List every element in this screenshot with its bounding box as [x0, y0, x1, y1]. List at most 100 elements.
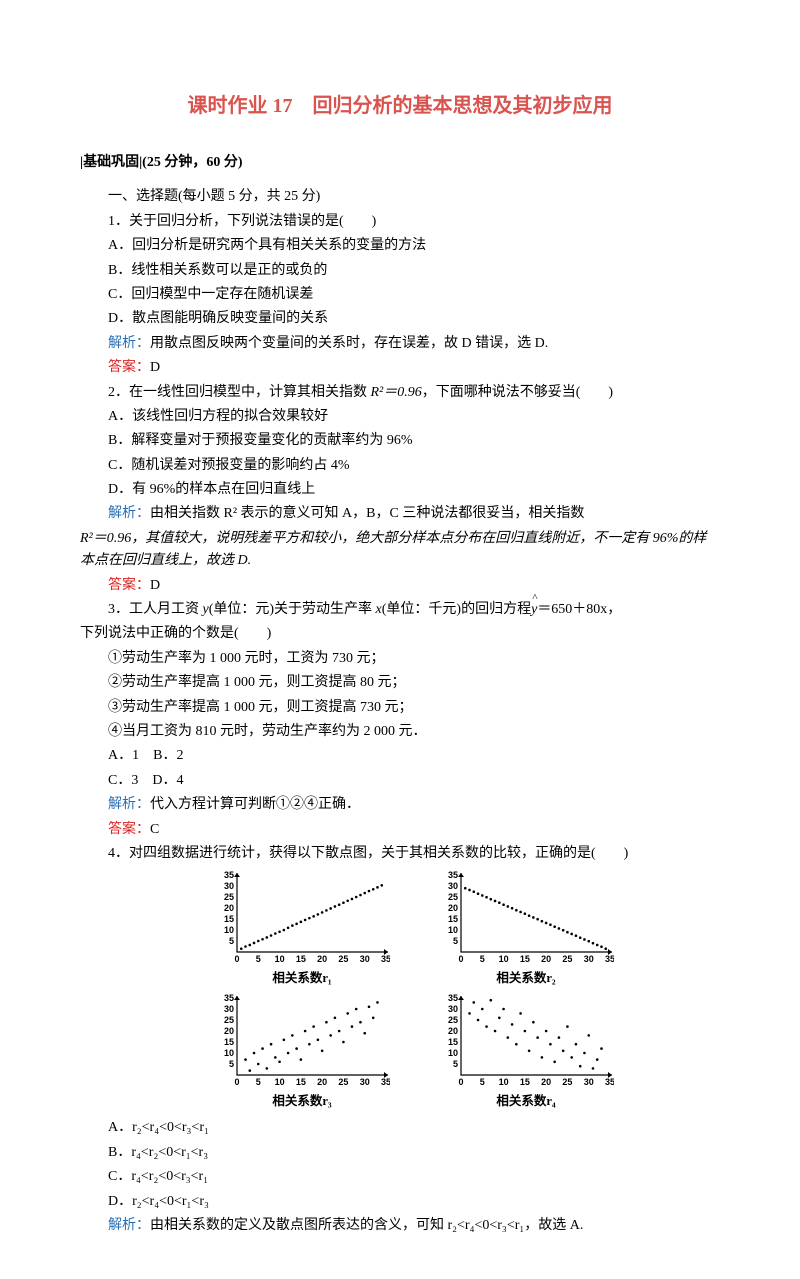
analysis-label: 解析：: [108, 797, 150, 812]
q2-analysis-2: R²＝0.96，其值较大，说明残差平方和较小，绝大部分样本点分布在回归直线附近，…: [80, 528, 720, 573]
svg-text:30: 30: [447, 1004, 457, 1014]
svg-text:25: 25: [447, 1015, 457, 1025]
q1-opt-c: C．回归模型中一定存在随机误差: [108, 284, 720, 306]
analysis-text: 由相关系数的定义及散点图所表达的含义，可知 r₂<r₄<0<r₃<r₁，故选 A…: [150, 1218, 583, 1233]
q3-stem-line2: 下列说法中正确的个数是( ): [80, 623, 720, 645]
svg-text:10: 10: [274, 954, 284, 964]
q2-stem-2: ，下面哪种说法不够妥当( ): [422, 385, 613, 400]
scatter-r3: 051015202530355101520253035 相关系数r₃: [215, 994, 390, 1111]
svg-text:15: 15: [223, 1037, 233, 1047]
svg-text:30: 30: [223, 881, 233, 891]
svg-text:5: 5: [228, 936, 233, 946]
q3-opt-c: C．3 D．4: [108, 770, 720, 792]
scatter-plot-r1: 051015202530355101520253035: [215, 871, 390, 966]
q2-opt-b: B．解释变量对于预报变量变化的贡献率约为 96%: [108, 430, 720, 452]
svg-text:20: 20: [541, 954, 551, 964]
svg-text:25: 25: [338, 1077, 348, 1087]
svg-text:35: 35: [223, 994, 233, 1003]
q1-opt-a: A．回归分析是研究两个具有相关关系的变量的方法: [108, 235, 720, 257]
svg-text:30: 30: [359, 1077, 369, 1087]
svg-text:0: 0: [234, 954, 239, 964]
svg-text:5: 5: [228, 1059, 233, 1069]
content-body: 一、选择题(每小题 5 分，共 25 分) 1．关于回归分析，下列说法错误的是(…: [80, 186, 720, 525]
svg-text:25: 25: [562, 1077, 572, 1087]
scatter-r2: 051015202530355101520253035 相关系数r₂: [439, 871, 614, 988]
scatter-plot-r4: 051015202530355101520253035: [439, 994, 614, 1089]
svg-text:10: 10: [447, 1048, 457, 1058]
analysis-label: 解析：: [108, 336, 150, 351]
svg-text:10: 10: [498, 954, 508, 964]
svg-text:5: 5: [255, 1077, 260, 1087]
answer-label: 答案：: [108, 822, 150, 837]
svg-text:25: 25: [223, 892, 233, 902]
svg-text:25: 25: [562, 954, 572, 964]
svg-text:25: 25: [338, 954, 348, 964]
svg-text:35: 35: [604, 1077, 613, 1087]
svg-text:10: 10: [447, 925, 457, 935]
svg-text:20: 20: [541, 1077, 551, 1087]
svg-text:20: 20: [223, 1026, 233, 1036]
svg-text:20: 20: [223, 903, 233, 913]
svg-text:15: 15: [447, 914, 457, 924]
q3-opt4: ④当月工资为 810 元时，劳动生产率约为 2 000 元．: [108, 721, 720, 743]
svg-text:35: 35: [447, 994, 457, 1003]
q3-opt-a: A．1 B．2: [108, 745, 720, 767]
q3-eq: ＝650＋80x，: [537, 602, 621, 617]
svg-text:10: 10: [274, 1077, 284, 1087]
svg-text:5: 5: [479, 954, 484, 964]
svg-text:5: 5: [479, 1077, 484, 1087]
analysis-text: 由相关指数 R² 表示的意义可知 A，B，C 三种说法都很妥当，相关指数: [150, 506, 584, 521]
svg-text:0: 0: [458, 954, 463, 964]
analysis-label: 解析：: [108, 1218, 150, 1233]
svg-text:30: 30: [447, 881, 457, 891]
svg-text:20: 20: [317, 954, 327, 964]
svg-text:10: 10: [223, 925, 233, 935]
svg-text:5: 5: [452, 936, 457, 946]
svg-text:35: 35: [380, 954, 389, 964]
q4-opt-b: B．r₄<r₂<0<r₁<r₃: [108, 1142, 720, 1164]
page-title: 课时作业 17 回归分析的基本思想及其初步应用: [80, 90, 720, 122]
q2-stem-1: 2．在一线性回归模型中，计算其相关指数: [108, 385, 371, 400]
q4-stem: 4．对四组数据进行统计，获得以下散点图，关于其相关系数的比较，正确的是( ): [108, 843, 720, 865]
svg-text:0: 0: [458, 1077, 463, 1087]
scatter-plot-r2: 051015202530355101520253035: [439, 871, 614, 966]
svg-text:25: 25: [223, 1015, 233, 1025]
svg-text:15: 15: [519, 1077, 529, 1087]
content-body-2: 答案：D 3．工人月工资 y(单位：元)关于劳动生产率 x(单位：千元)的回归方…: [80, 575, 720, 622]
q2-opt-c: C．随机误差对预报变量的影响约占 4%: [108, 455, 720, 477]
svg-text:15: 15: [223, 914, 233, 924]
answer-label: 答案：: [108, 578, 150, 593]
q4-opt-d: D．r₂<r₄<0<r₁<r₃: [108, 1191, 720, 1213]
svg-text:30: 30: [223, 1004, 233, 1014]
q3-s1: 3．工人月工资: [108, 602, 203, 617]
q3-answer: 答案：C: [108, 819, 720, 841]
q3-opt2: ②劳动生产率提高 1 000 元，则工资提高 80 元；: [108, 672, 720, 694]
analysis-text: 用散点图反映两个变量间的关系时，存在误差，故 D 错误，选 D.: [150, 336, 548, 351]
q2-answer: 答案：D: [108, 575, 720, 597]
content-body-3: ①劳动生产率为 1 000 元时，工资为 730 元； ②劳动生产率提高 1 0…: [80, 648, 720, 1237]
section-head: |基础巩固|(25 分钟，60 分): [80, 152, 720, 174]
svg-text:5: 5: [255, 954, 260, 964]
q3-s3: (单位：千元)的回归方程: [382, 602, 531, 617]
svg-text:20: 20: [447, 903, 457, 913]
q2-stem: 2．在一线性回归模型中，计算其相关指数 R²＝0.96，下面哪种说法不够妥当( …: [108, 382, 720, 404]
analysis-text: 代入方程计算可判断①②④正确．: [150, 797, 360, 812]
svg-text:15: 15: [295, 1077, 305, 1087]
q1-stem: 1．关于回归分析，下列说法错误的是( ): [108, 211, 720, 233]
scatter-grid: 051015202530355101520253035 相关系数r₁ 05101…: [204, 871, 624, 1111]
q4-analysis: 解析：由相关系数的定义及散点图所表达的含义，可知 r₂<r₄<0<r₃<r₁，故…: [108, 1215, 720, 1237]
q3-analysis: 解析：代入方程计算可判断①②④正确．: [108, 794, 720, 816]
section-intro: 一、选择题(每小题 5 分，共 25 分): [108, 186, 720, 208]
svg-text:0: 0: [234, 1077, 239, 1087]
svg-text:20: 20: [317, 1077, 327, 1087]
q3-stem-line1: 3．工人月工资 y(单位：元)关于劳动生产率 x(单位：千元)的回归方程y＝65…: [108, 599, 720, 621]
svg-text:10: 10: [498, 1077, 508, 1087]
q3-opt1: ①劳动生产率为 1 000 元时，工资为 730 元；: [108, 648, 720, 670]
q2-opt-a: A．该线性回归方程的拟合效果较好: [108, 406, 720, 428]
svg-text:15: 15: [447, 1037, 457, 1047]
q4-opt-c: C．r₄<r₂<0<r₃<r₁: [108, 1166, 720, 1188]
q2-r2: R²＝0.96: [371, 385, 422, 400]
y-hat: y: [531, 602, 537, 617]
answer-value: D: [150, 360, 160, 375]
q3-opt3: ③劳动生产率提高 1 000 元，则工资提高 730 元；: [108, 697, 720, 719]
